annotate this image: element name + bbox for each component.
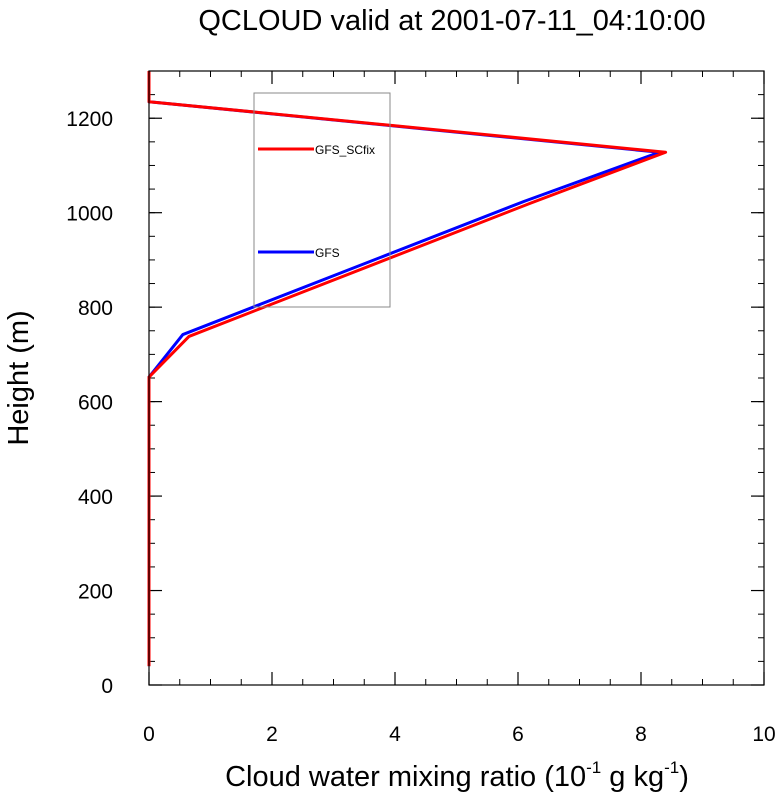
y-tick-label: 600 [78, 392, 113, 415]
x-axis-label: Cloud water mixing ratio (10-1 g kg-1) [225, 758, 689, 793]
y-tick-label: 400 [78, 486, 113, 509]
x-tick-label: 6 [512, 723, 524, 746]
y-axis-label: Height (m) [3, 310, 35, 445]
x-tick-label: 10 [752, 723, 775, 746]
series-line-gfs-scfix [147, 71, 668, 667]
y-tick-label: 1200 [66, 108, 113, 131]
series-line-gfs [147, 71, 661, 667]
x-axis-label-sup1: -1 [586, 758, 601, 777]
y-tick-label: 800 [78, 297, 113, 320]
axis-ticks: 0 2 4 6 8 10 0 200 400 600 800 1000 1200 [66, 70, 776, 746]
series-lines [147, 71, 668, 667]
x-axis-label-main: Cloud water mixing ratio (10 [225, 761, 586, 793]
y-tick-label: 200 [78, 581, 113, 604]
legend-box [253, 92, 391, 308]
x-tick-label: 4 [389, 723, 401, 746]
x-axis-label-sup2: -1 [664, 758, 679, 777]
legend: GFS_SCfix GFS [253, 92, 391, 308]
x-tick-label: 0 [143, 723, 155, 746]
x-axis-label-end: ) [679, 761, 689, 793]
x-axis-label-mid: g kg [601, 761, 664, 793]
plot-frame [148, 70, 765, 686]
legend-label-gfs-scfix: GFS_SCfix [315, 143, 375, 157]
x-tick-label: 2 [266, 723, 278, 746]
chart-title: QCLOUD valid at 2001-07-11_04:10:00 [198, 5, 705, 37]
y-tick-label: 1000 [66, 203, 113, 226]
legend-label-gfs: GFS [315, 246, 340, 260]
y-tick-label: 0 [101, 675, 113, 698]
x-tick-label: 8 [635, 723, 647, 746]
